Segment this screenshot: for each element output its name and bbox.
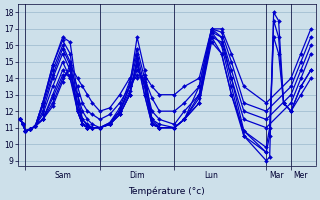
Text: Mar: Mar xyxy=(269,171,284,180)
Text: Dim: Dim xyxy=(129,171,145,180)
X-axis label: Température (°c): Température (°c) xyxy=(129,186,205,196)
Text: Sam: Sam xyxy=(54,171,71,180)
Text: Mer: Mer xyxy=(294,171,308,180)
Text: Lun: Lun xyxy=(204,171,219,180)
